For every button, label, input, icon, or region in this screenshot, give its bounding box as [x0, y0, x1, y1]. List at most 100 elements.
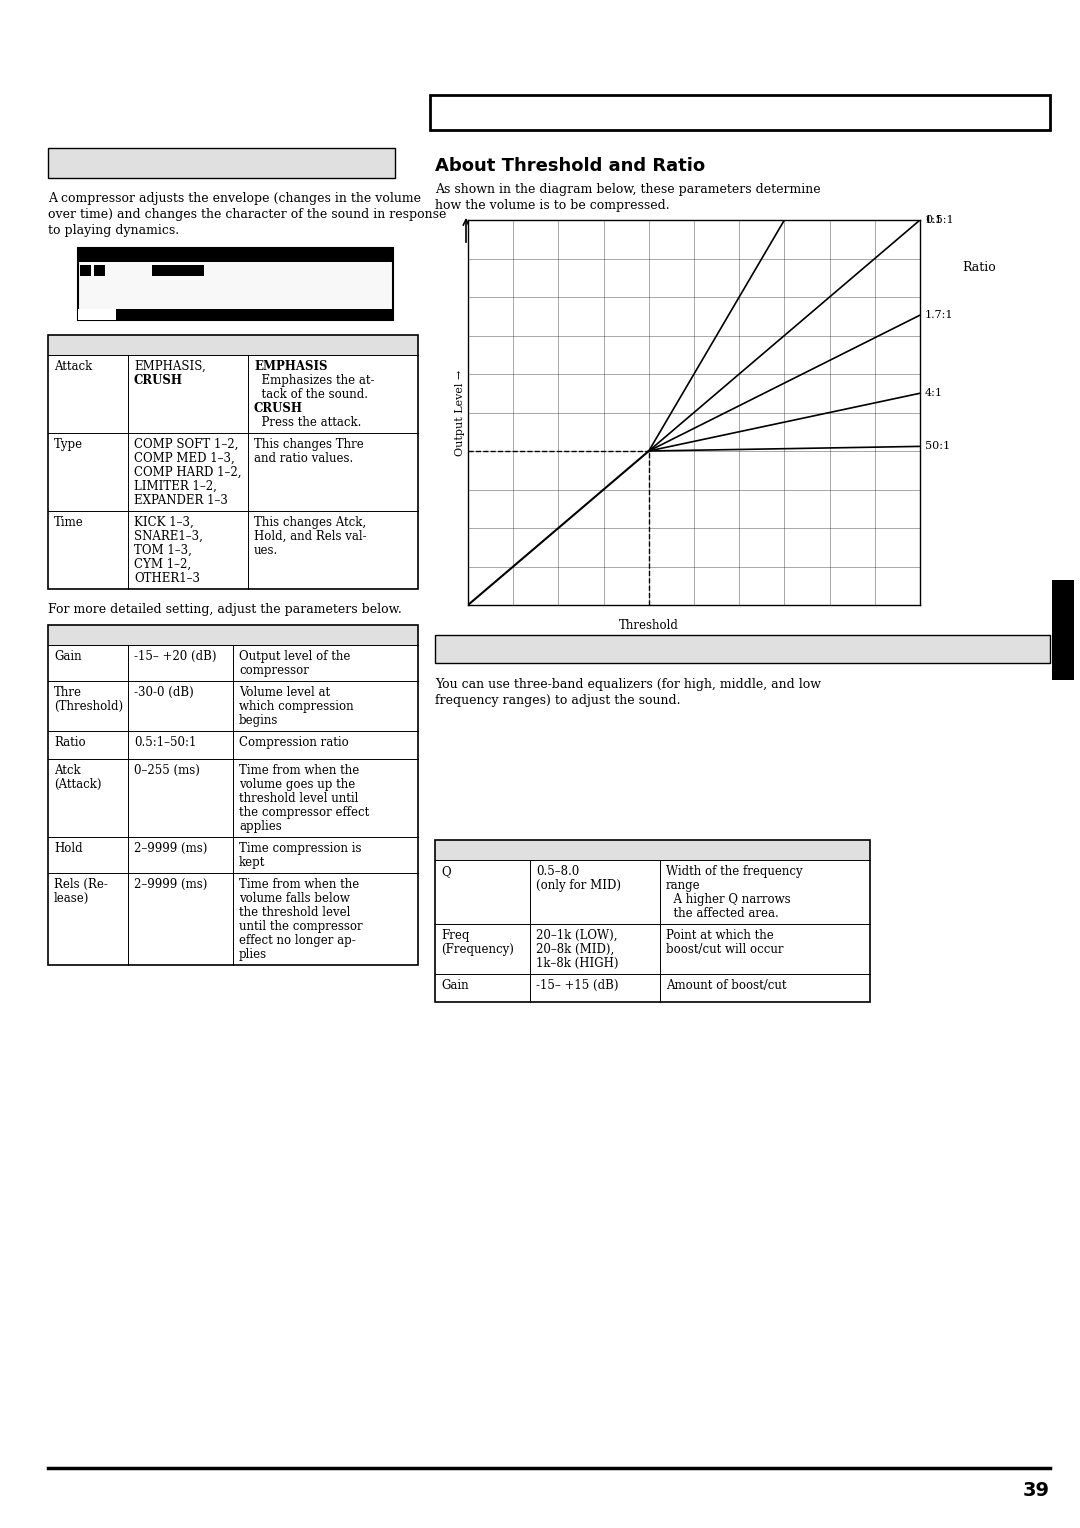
- Text: kept: kept: [239, 856, 266, 869]
- Bar: [48, 730, 418, 759]
- Bar: [48, 432, 418, 510]
- Bar: [78, 309, 393, 319]
- Text: OFF: OFF: [257, 312, 269, 316]
- Text: Threshold: Threshold: [619, 619, 678, 633]
- Text: Type    COMP MED 1: Type COMP MED 1: [113, 278, 189, 284]
- Text: TOM 1–3,: TOM 1–3,: [134, 544, 192, 558]
- Text: Volume level at: Volume level at: [239, 686, 330, 698]
- Text: Time compression is: Time compression is: [239, 842, 362, 856]
- Text: OTHER1–3: OTHER1–3: [134, 571, 200, 585]
- Text: KICK 1–3,: KICK 1–3,: [134, 516, 193, 529]
- Text: Type: Type: [54, 439, 83, 451]
- Text: 2–9999 (ms): 2–9999 (ms): [134, 879, 207, 891]
- Text: applies: applies: [239, 821, 282, 833]
- Text: PAD COMPRESSOR: PAD COMPRESSOR: [82, 251, 147, 260]
- Bar: [435, 924, 870, 973]
- Bar: [430, 95, 1050, 130]
- Text: Hold, and Rels val-: Hold, and Rels val-: [254, 530, 366, 542]
- Text: Parameter: Parameter: [54, 628, 124, 642]
- Text: 20–1k (LOW),: 20–1k (LOW),: [536, 929, 618, 941]
- Text: -15– +20 (dB): -15– +20 (dB): [134, 649, 216, 663]
- Text: 50:1: 50:1: [924, 442, 950, 451]
- Bar: [48, 625, 418, 645]
- Bar: [152, 264, 204, 277]
- Bar: [48, 625, 418, 966]
- Text: Description: Description: [254, 339, 330, 351]
- Text: Amount of boost/cut: Amount of boost/cut: [666, 979, 786, 992]
- Bar: [80, 264, 91, 277]
- Text: Compression ratio: Compression ratio: [239, 736, 349, 749]
- Text: Gain: Gain: [54, 649, 82, 663]
- Text: Equalizer (EQ): Equalizer (EQ): [443, 640, 576, 659]
- Text: Value: Value: [134, 628, 171, 642]
- Text: tack of the sound.: tack of the sound.: [254, 388, 368, 400]
- Y-axis label: Output Level →: Output Level →: [456, 370, 465, 455]
- Bar: [435, 860, 870, 924]
- Text: 39: 39: [1023, 1481, 1050, 1499]
- Text: (Threshold): (Threshold): [54, 700, 123, 714]
- Text: Thre: Thre: [54, 686, 82, 698]
- Text: (Attack): (Attack): [54, 778, 102, 792]
- Text: over time) and changes the character of the sound in response: over time) and changes the character of …: [48, 208, 446, 222]
- Bar: [48, 335, 418, 588]
- Text: 1:1: 1:1: [924, 215, 943, 225]
- Text: Chapter 4
[EFFECTS]: Chapter 4 [EFFECTS]: [1053, 604, 1072, 656]
- Text: 0.5:1–50:1: 0.5:1–50:1: [134, 736, 197, 749]
- Text: lease): lease): [54, 892, 90, 905]
- Text: frequency ranges) to adjust the sound.: frequency ranges) to adjust the sound.: [435, 694, 680, 707]
- Text: Input Level →: Input Level →: [673, 636, 755, 648]
- Text: H 2 [SNARE ]: H 2 [SNARE ]: [334, 251, 389, 260]
- Text: ∧: ∧: [82, 278, 87, 287]
- Text: 1k–8k (HIGH): 1k–8k (HIGH): [536, 957, 619, 970]
- Text: Description: Description: [239, 628, 315, 642]
- Text: You can use three-band equalizers (for high, middle, and low: You can use three-band equalizers (for h…: [435, 678, 821, 691]
- Text: Ratio     2.5:1   Rels<ms>   20: Ratio 2.5:1 Rels<ms> 20: [113, 304, 245, 310]
- Text: COMP: COMP: [121, 312, 135, 316]
- Text: Chapter 4.  Effect Settings: Chapter 4. Effect Settings: [686, 105, 914, 121]
- Text: (only for MID): (only for MID): [536, 879, 621, 892]
- Text: Gain: Gain: [441, 979, 469, 992]
- Text: which compression: which compression: [239, 700, 353, 714]
- Text: CRUSH: CRUSH: [134, 374, 183, 387]
- Text: 1.7:1: 1.7:1: [924, 310, 954, 321]
- Text: H: H: [83, 267, 87, 274]
- Text: Rels (Re-: Rels (Re-: [54, 879, 108, 891]
- Text: COMP SOFT 1–2,: COMP SOFT 1–2,: [134, 439, 239, 451]
- Text: Compressor (COMP): Compressor (COMP): [56, 154, 244, 173]
- Text: Value: Value: [536, 843, 572, 857]
- Text: Parameter: Parameter: [54, 339, 124, 351]
- Bar: [48, 335, 418, 354]
- Bar: [435, 636, 1050, 663]
- Text: compressor: compressor: [239, 665, 309, 677]
- Bar: [48, 872, 418, 966]
- Bar: [1052, 581, 1074, 680]
- Text: boost/cut will occur: boost/cut will occur: [666, 943, 783, 957]
- Text: 4:1: 4:1: [924, 388, 943, 399]
- Text: As shown in the diagram below, these parameters determine: As shown in the diagram below, these par…: [435, 183, 821, 196]
- Text: CYM 1–2,: CYM 1–2,: [134, 558, 191, 571]
- Bar: [48, 510, 418, 588]
- Text: the affected area.: the affected area.: [666, 908, 779, 920]
- Text: how the volume is to be compressed.: how the volume is to be compressed.: [435, 199, 670, 212]
- Text: This changes Thre: This changes Thre: [254, 439, 364, 451]
- Bar: [48, 837, 418, 872]
- Bar: [435, 973, 870, 1002]
- Text: -30-0 (dB): -30-0 (dB): [134, 686, 193, 698]
- Text: Gain<dB>    +2    Atck<ms>   25: Gain<dB> +2 Atck<ms> 25: [113, 286, 245, 292]
- Text: plies: plies: [239, 947, 267, 961]
- Text: EMPHASIS: EMPHASIS: [254, 361, 327, 373]
- Text: -15– +15 (dB): -15– +15 (dB): [536, 979, 619, 992]
- Bar: [48, 148, 395, 177]
- Text: ues.: ues.: [254, 544, 279, 558]
- Text: A compressor adjusts the envelope (changes in the volume: A compressor adjusts the envelope (chang…: [48, 193, 421, 205]
- Text: Time from when the: Time from when the: [239, 879, 360, 891]
- Text: Thre<dB>    -9    Hold<ms>   40: Thre<dB> -9 Hold<ms> 40: [113, 295, 245, 301]
- Text: Parameter: Parameter: [441, 843, 511, 857]
- Text: COMP HARD 1–2,: COMP HARD 1–2,: [134, 466, 242, 478]
- Text: EQ: EQ: [194, 312, 202, 316]
- Text: volume goes up the: volume goes up the: [239, 778, 355, 792]
- Bar: [435, 840, 870, 860]
- Bar: [48, 681, 418, 730]
- Bar: [94, 264, 105, 277]
- Bar: [48, 354, 418, 432]
